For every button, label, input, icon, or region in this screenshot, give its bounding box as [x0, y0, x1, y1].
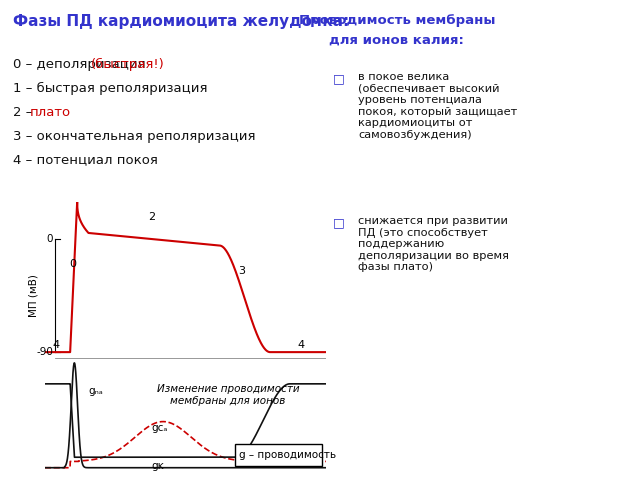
Text: 2 –: 2 –	[13, 106, 36, 119]
Text: Изменение проводимости
мембраны для ионов: Изменение проводимости мембраны для ионо…	[157, 384, 299, 406]
Text: снижается при развитии
ПД (это способствует
поддержанию
деполяризации во время
ф: снижается при развитии ПД (это способств…	[358, 216, 509, 273]
Text: МП (мВ): МП (мВ)	[29, 274, 38, 317]
Text: -90: -90	[36, 347, 53, 357]
Text: 2: 2	[148, 212, 156, 222]
Text: 4 – потенциал покоя: 4 – потенциал покоя	[13, 154, 157, 167]
Text: gₙₐ: gₙₐ	[88, 386, 103, 396]
Text: Проводимость мембраны: Проводимость мембраны	[298, 14, 495, 27]
Text: для ионов калия:: для ионов калия:	[330, 34, 464, 47]
Text: (быстрая!): (быстрая!)	[91, 58, 165, 71]
Text: 0: 0	[47, 234, 53, 244]
Text: 4: 4	[298, 340, 305, 349]
Text: gᴋ: gᴋ	[152, 460, 164, 470]
Text: □: □	[333, 72, 344, 85]
Text: в покое велика
(обеспечивает высокий
уровень потенциала
покоя, который защищает
: в покое велика (обеспечивает высокий уро…	[358, 72, 518, 140]
Text: плато: плато	[30, 106, 71, 119]
Text: □: □	[333, 216, 344, 229]
Text: g – проводимость: g – проводимость	[239, 450, 336, 460]
Text: Фазы ПД кардиомиоцита желудочка:: Фазы ПД кардиомиоцита желудочка:	[13, 14, 349, 29]
Text: 3: 3	[239, 265, 245, 276]
Text: 0: 0	[70, 259, 76, 269]
Text: 0 – деполяризация: 0 – деполяризация	[13, 58, 150, 71]
FancyBboxPatch shape	[235, 444, 322, 467]
Text: 3 – окончательная реполяризация: 3 – окончательная реполяризация	[13, 130, 255, 143]
Text: gᴄₐ: gᴄₐ	[152, 423, 168, 433]
Text: 4: 4	[52, 340, 60, 349]
Text: 1 – быстрая реполяризация: 1 – быстрая реполяризация	[13, 82, 207, 95]
